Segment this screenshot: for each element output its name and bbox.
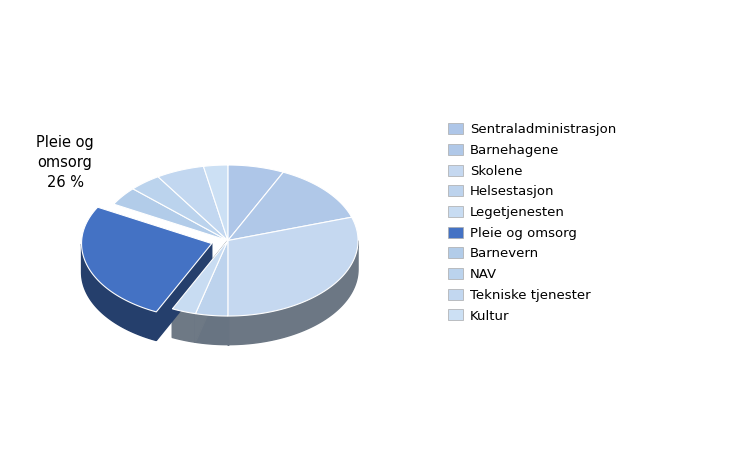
Polygon shape <box>173 309 196 342</box>
Text: Pleie og
omsorg
26 %: Pleie og omsorg 26 % <box>36 135 94 190</box>
Polygon shape <box>196 241 228 342</box>
Polygon shape <box>228 165 283 241</box>
Polygon shape <box>228 217 358 316</box>
Polygon shape <box>82 207 212 312</box>
Polygon shape <box>82 244 157 340</box>
Polygon shape <box>196 313 228 345</box>
Polygon shape <box>133 177 228 241</box>
Polygon shape <box>228 172 351 241</box>
Polygon shape <box>228 241 358 345</box>
Polygon shape <box>157 243 212 340</box>
Polygon shape <box>158 167 228 241</box>
Polygon shape <box>204 165 228 241</box>
Polygon shape <box>196 241 228 342</box>
Polygon shape <box>173 241 228 338</box>
Legend: Sentraladministrasjon, Barnehagene, Skolene, Helsestasjon, Legetjenesten, Pleie : Sentraladministrasjon, Barnehagene, Skol… <box>448 123 616 323</box>
Polygon shape <box>114 189 228 241</box>
Polygon shape <box>196 241 228 316</box>
Polygon shape <box>173 241 228 313</box>
